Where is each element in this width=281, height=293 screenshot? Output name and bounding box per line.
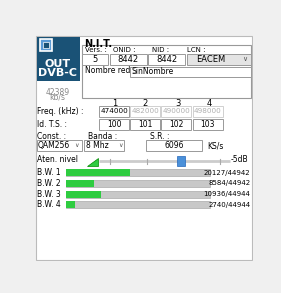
Text: B.W. 2: B.W. 2 — [37, 179, 60, 188]
Text: 498000: 498000 — [194, 108, 222, 114]
Text: ∨: ∨ — [75, 143, 79, 148]
Bar — [130, 119, 160, 130]
Bar — [130, 67, 251, 77]
Bar — [43, 42, 49, 48]
Bar — [193, 106, 223, 117]
Text: ONID :: ONID : — [114, 47, 136, 54]
Text: kb/s: kb/s — [50, 93, 65, 102]
Text: 4: 4 — [207, 99, 212, 108]
Bar — [66, 169, 210, 176]
Bar — [177, 156, 185, 166]
Text: ∨: ∨ — [118, 143, 123, 148]
Text: 2: 2 — [142, 99, 148, 108]
Bar — [187, 54, 251, 65]
Text: 8 Mhz: 8 Mhz — [86, 141, 108, 150]
Text: S.R. :: S.R. : — [150, 132, 169, 141]
Bar — [66, 202, 75, 208]
Text: Id. T.S. :: Id. T.S. : — [37, 120, 67, 129]
Bar — [66, 191, 101, 198]
Bar — [162, 106, 191, 117]
Bar — [66, 169, 130, 176]
Bar — [37, 140, 81, 151]
Text: 10936/44944: 10936/44944 — [204, 191, 251, 197]
Text: B.W. 3: B.W. 3 — [37, 190, 60, 199]
Text: 1: 1 — [112, 99, 117, 108]
Text: NID :: NID : — [152, 47, 169, 54]
Bar — [84, 140, 124, 151]
Text: 8442: 8442 — [117, 55, 139, 64]
Text: Vers. :: Vers. : — [85, 47, 106, 54]
Bar — [99, 119, 129, 130]
Text: 102: 102 — [169, 120, 183, 129]
Bar — [81, 45, 251, 98]
Text: 5: 5 — [92, 55, 98, 64]
Bar — [110, 54, 147, 65]
Bar — [148, 54, 185, 65]
Text: 101: 101 — [138, 120, 152, 129]
Bar — [37, 37, 80, 81]
Text: 490000: 490000 — [162, 108, 190, 114]
Bar — [40, 39, 52, 51]
Bar — [66, 191, 210, 198]
Bar — [66, 202, 210, 208]
Text: EACEM: EACEM — [196, 55, 225, 64]
Text: 8442: 8442 — [156, 55, 177, 64]
Text: ∨: ∨ — [243, 57, 248, 62]
Text: Const. :: Const. : — [37, 132, 67, 141]
Text: 100: 100 — [107, 120, 121, 129]
Text: Aten. nivel: Aten. nivel — [37, 155, 78, 164]
Bar — [99, 106, 129, 117]
Bar — [146, 140, 202, 151]
Text: 103: 103 — [201, 120, 215, 129]
Text: QAM256: QAM256 — [38, 141, 70, 150]
Text: 3: 3 — [175, 99, 180, 108]
Bar — [82, 54, 108, 65]
Text: LCN :: LCN : — [187, 47, 205, 54]
Text: 482000: 482000 — [131, 108, 159, 114]
Text: B.W. 1: B.W. 1 — [37, 168, 60, 177]
Text: SinNombre: SinNombre — [131, 67, 173, 76]
Text: KS/s: KS/s — [207, 141, 224, 150]
Text: B.W. 4: B.W. 4 — [37, 200, 60, 209]
Text: 20127/44942: 20127/44942 — [204, 170, 251, 176]
Bar — [130, 106, 160, 117]
Text: 474000: 474000 — [100, 108, 128, 114]
Text: Banda :: Banda : — [88, 132, 117, 141]
Text: 8584/44942: 8584/44942 — [209, 180, 251, 186]
Text: N.I.T.: N.I.T. — [84, 39, 112, 49]
Text: 42389: 42389 — [46, 88, 70, 96]
Polygon shape — [87, 158, 98, 166]
Bar — [66, 180, 94, 187]
Text: 6096: 6096 — [164, 141, 183, 150]
Text: Nombre red :: Nombre red : — [85, 66, 135, 75]
Text: DVB-C: DVB-C — [38, 68, 77, 78]
Bar — [162, 119, 191, 130]
Text: Freq. (kHz) :: Freq. (kHz) : — [37, 107, 84, 116]
Text: 2740/44944: 2740/44944 — [209, 202, 251, 208]
Text: -5dB: -5dB — [231, 155, 248, 164]
Text: OUT: OUT — [44, 59, 71, 69]
Bar — [66, 180, 210, 187]
Bar — [193, 119, 223, 130]
